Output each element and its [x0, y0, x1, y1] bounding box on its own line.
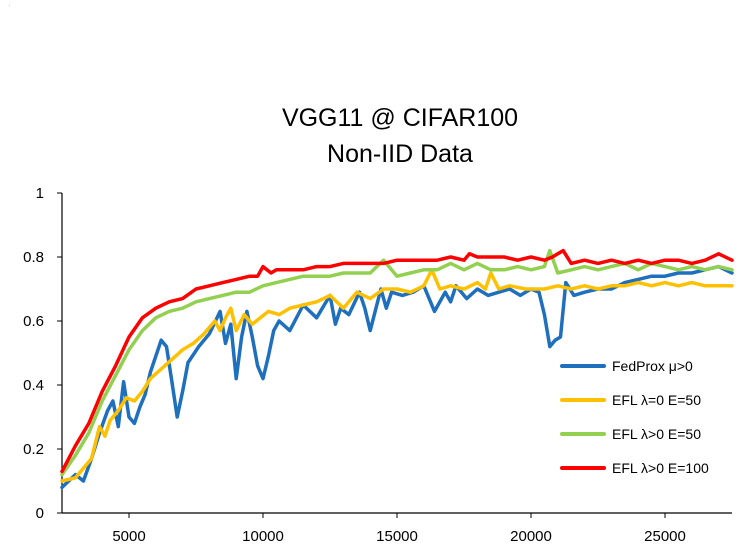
- x-tick-label: 25000: [644, 528, 686, 545]
- y-tick-label: 0.8: [23, 249, 44, 266]
- series-line-2: [60, 248, 734, 477]
- y-tick-label: 0.4: [23, 377, 44, 394]
- corner-dot: ·: [8, 1, 11, 10]
- series-line-3: [60, 248, 734, 474]
- x-tick-label: 15000: [376, 528, 418, 545]
- legend-label-0: FedProx μ>0: [612, 358, 693, 374]
- series-layer: [60, 248, 734, 490]
- chart-title-line-1: VGG11 @ CIFAR100: [282, 104, 518, 132]
- series-line-0: [60, 264, 734, 490]
- x-tick-label: 5000: [112, 528, 145, 545]
- y-tick-label: 0.2: [23, 441, 44, 458]
- x-tick-label: 20000: [510, 528, 552, 545]
- legend-label-1: EFL λ=0 E=50: [612, 392, 701, 408]
- legend: FedProx μ>0 EFL λ=0 E=50 EFL λ>0 E=50 EFL λ…: [560, 358, 709, 476]
- legend-label-3: EFL λ>0 E=100: [612, 460, 709, 476]
- y-tick-label: 1: [36, 185, 44, 202]
- x-tick-label: 10000: [242, 528, 284, 545]
- legend-label-2: EFL λ>0 E=50: [612, 426, 701, 442]
- y-tick-label: 0: [36, 505, 44, 522]
- series-line-1: [60, 268, 734, 483]
- y-tick-label: 0.6: [23, 313, 44, 330]
- chart-title-line-2: Non-IID Data: [327, 140, 473, 168]
